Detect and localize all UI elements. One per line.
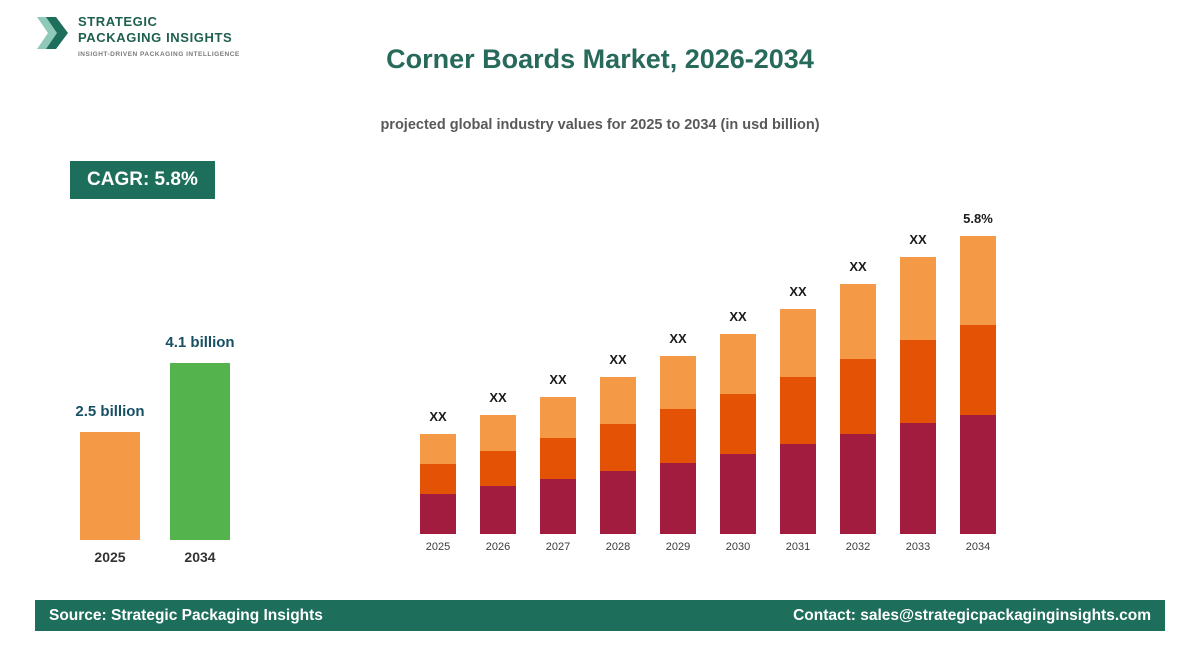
x-axis-label: 2026	[485, 541, 511, 553]
bar-segment-series-top	[600, 377, 636, 425]
logo-chevron-icon	[35, 12, 69, 59]
x-axis-label: 2030	[725, 541, 751, 553]
bar-segment-series-bottom	[780, 444, 816, 534]
mini-bar-value-label: 2.5 billion	[75, 403, 145, 420]
x-axis-label: 2029	[665, 541, 691, 553]
bar-column-2030: XX 2030	[720, 309, 756, 553]
stacked-bar	[840, 284, 876, 534]
bar-segment-series-top	[900, 257, 936, 341]
bar-segment-series-bottom	[960, 414, 996, 534]
bar-value-label: XX	[489, 390, 507, 405]
stacked-bar	[600, 377, 636, 534]
bar-column-2028: XX 2028	[600, 352, 636, 553]
bar-segment-series-middle	[540, 438, 576, 480]
bar-segment-series-top	[540, 397, 576, 439]
bar-segment-series-bottom	[720, 454, 756, 534]
bar-segment-series-bottom	[660, 462, 696, 534]
bar-value-label: XX	[849, 259, 867, 274]
mini-bar-2034	[170, 363, 230, 540]
bar-segment-series-top	[480, 415, 516, 451]
mini-comparison-chart: 2.5 billion 2025 4.1 billion 2034	[75, 310, 234, 565]
bar-column-2025: XX 2025	[420, 409, 456, 553]
bar-value-label: XX	[909, 232, 927, 247]
bar-column-2027: XX 2027	[540, 372, 576, 553]
stacked-bar	[420, 434, 456, 534]
logo-tagline: INSIGHT-DRIVEN PACKAGING INTELLIGENCE	[78, 50, 240, 58]
logo-line-2: PACKAGING INSIGHTS	[78, 30, 233, 46]
mini-bar-2025	[80, 432, 140, 540]
bar-segment-series-middle	[420, 464, 456, 494]
x-axis-label: 2025	[425, 541, 451, 553]
footer-source: Source: Strategic Packaging Insights	[49, 606, 323, 624]
bar-segment-series-bottom	[480, 486, 516, 534]
stacked-bar	[780, 309, 816, 534]
bar-segment-series-middle	[660, 409, 696, 463]
bar-segment-series-top	[720, 334, 756, 394]
bar-segment-series-middle	[480, 450, 516, 487]
x-axis-label: 2031	[785, 541, 811, 553]
page-title: Corner Boards Market, 2026-2034	[386, 44, 814, 74]
bar-segment-series-top	[960, 236, 996, 326]
bar-column-2034: 5.8% 2034	[960, 211, 996, 553]
bar-value-label: XX	[429, 409, 447, 424]
bar-column-2029: XX 2029	[660, 331, 696, 553]
bar-segment-series-middle	[600, 424, 636, 472]
mini-bar-column-2025: 2.5 billion 2025	[75, 403, 144, 565]
bar-column-2026: XX 2026	[480, 390, 516, 553]
page-subtitle: projected global industry values for 202…	[380, 117, 820, 133]
bar-value-label: XX	[609, 352, 627, 367]
company-logo: STRATEGIC PACKAGING INSIGHTS INSIGHT-DRI…	[35, 12, 240, 59]
bar-value-label: 5.8%	[963, 211, 993, 226]
bar-segment-series-bottom	[420, 494, 456, 534]
stacked-bar	[720, 334, 756, 534]
stacked-bar	[900, 257, 936, 534]
bar-segment-series-bottom	[540, 479, 576, 534]
cagr-badge: CAGR: 5.8%	[70, 161, 215, 199]
bar-value-label: XX	[549, 372, 567, 387]
x-axis-label: 2027	[545, 541, 571, 553]
bar-segment-series-top	[660, 356, 696, 410]
mini-bar-value-label: 4.1 billion	[165, 334, 235, 351]
stacked-bar	[660, 356, 696, 534]
footer-contact: Contact: sales@strategicpackaginginsight…	[793, 606, 1151, 624]
stacked-bar	[540, 397, 576, 534]
bar-value-label: XX	[789, 284, 807, 299]
stacked-bar	[480, 415, 516, 534]
mini-x-axis-label: 2034	[184, 549, 216, 565]
x-axis-label: 2033	[905, 541, 931, 553]
bar-column-2032: XX 2032	[840, 259, 876, 553]
bar-segment-series-bottom	[600, 471, 636, 534]
bar-segment-series-bottom	[900, 423, 936, 534]
bar-value-label: XX	[729, 309, 747, 324]
stacked-bar	[960, 236, 996, 534]
bar-column-2031: XX 2031	[780, 284, 816, 553]
stacked-bar-chart: XX 2025 XX 2026 XX 2027 XX 2028 XX 2029 XX 2030 XX 20…	[420, 205, 996, 553]
x-axis-label: 2028	[605, 541, 631, 553]
bar-segment-series-middle	[720, 394, 756, 454]
bar-segment-series-middle	[900, 340, 936, 424]
x-axis-label: 2034	[965, 541, 991, 553]
bar-segment-series-middle	[960, 325, 996, 415]
bar-segment-series-middle	[840, 359, 876, 434]
x-axis-label: 2032	[845, 541, 871, 553]
mini-x-axis-label: 2025	[94, 549, 126, 565]
mini-bar-column-2034: 4.1 billion 2034	[165, 334, 234, 565]
bar-segment-series-top	[780, 309, 816, 377]
bar-segment-series-top	[420, 434, 456, 464]
footer-bar: Source: Strategic Packaging Insights Con…	[35, 600, 1165, 631]
logo-text: STRATEGIC PACKAGING INSIGHTS INSIGHT-DRI…	[78, 12, 240, 58]
bar-value-label: XX	[669, 331, 687, 346]
bar-column-2033: XX 2033	[900, 232, 936, 553]
bar-segment-series-middle	[780, 376, 816, 444]
bar-segment-series-top	[840, 284, 876, 359]
logo-line-1: STRATEGIC	[78, 14, 158, 29]
bar-segment-series-bottom	[840, 434, 876, 534]
